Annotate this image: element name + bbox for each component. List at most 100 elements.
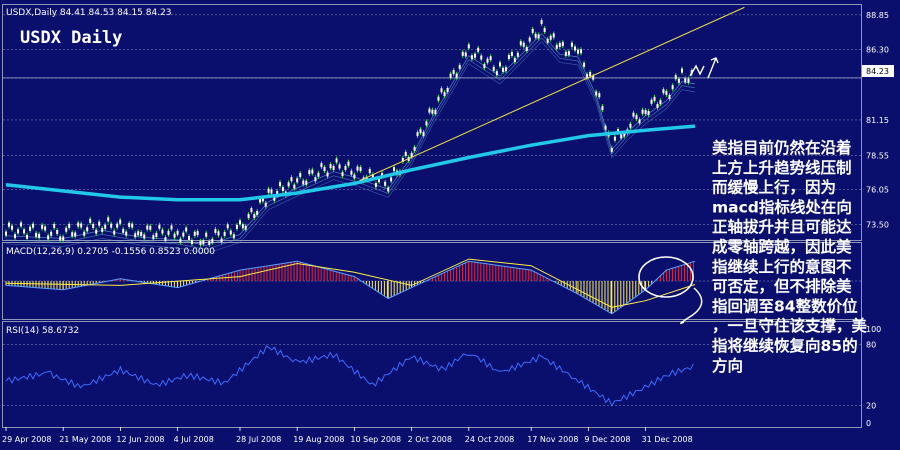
price-bar-body [549,35,552,40]
price-bar-body [467,44,470,49]
price-bar-body [290,177,293,182]
price-bar-body [17,229,20,234]
price-bar-body [47,235,50,240]
price-bar-body [638,119,641,124]
price-bar-body [256,210,259,215]
price-bar-body [653,96,656,101]
price-bar-body [377,178,380,183]
price-bar-body [287,182,290,187]
price-bar-body [480,55,483,60]
current-price-box [862,65,894,77]
price-bar-body [401,157,404,162]
price-bar-body [5,231,7,236]
price-tick-label: 86.30 [866,46,889,55]
price-bar-body [555,44,558,49]
price-bar-body [182,232,185,237]
price-bar-body [501,67,504,72]
price-bar-body [244,225,247,230]
price-bar-body [583,62,586,67]
price-bar-body [492,66,495,71]
price-bar-body [458,64,461,69]
price-bar-body [250,208,253,213]
price-bar-body [11,225,14,230]
price-bar-body [504,67,507,72]
x-tick-label: 4 Jul 2008 [174,435,214,444]
price-bar-body [264,202,267,207]
price-bar-body [281,187,284,192]
price-bar-body [296,178,299,183]
rsi-panel-frame [2,321,862,428]
current-price-label: 84.23 [866,67,889,76]
price-bar-body [470,55,473,60]
price-bar-body [273,196,276,201]
price-bar-body [86,227,89,232]
price-bar-body [650,99,653,104]
price-bar-body [374,183,377,188]
rsi-tick-label: 80 [866,340,876,349]
x-tick-label: 2 Oct 2008 [408,435,452,444]
price-bar-body [311,169,314,174]
price-panel-frame [2,4,862,241]
price-bar-body [326,172,329,177]
price-bar-body [601,106,604,111]
price-bar-body [464,52,467,57]
price-bar-body [320,163,323,168]
price-bar-body [446,88,449,93]
price-bar-body [23,229,26,234]
price-bar-body [20,222,23,227]
price-bar-body [519,41,522,46]
price-bar-body [552,33,555,38]
price-bar-body [681,68,683,73]
price-bar-body [347,161,350,166]
price-bar-body [684,78,687,83]
price-tick-label: 76.05 [866,186,889,195]
price-bar-body [71,232,74,237]
x-tick-label: 21 May 2008 [59,435,111,444]
x-tick-label: 31 Dec 2008 [642,435,693,444]
price-bar-body [125,231,128,236]
price-bar-body [14,234,17,239]
annotation-line: 正轴拔升并且可能达 [712,217,852,236]
rsi-plot [3,344,861,407]
price-bar-body [546,38,549,43]
price-bar-body [193,231,196,236]
price-bar-body [158,224,161,229]
price-bar-body [561,42,564,47]
price-bar-body [687,78,690,83]
price-bar-body [122,228,125,233]
price-bar-body [74,232,77,237]
price-bar-body [35,232,38,237]
price-bar-body [101,227,104,232]
price-bar-body [276,191,279,196]
price-bar-body [199,240,202,245]
price-bar-body [65,227,68,232]
price-tick-label: 73.50 [866,220,889,229]
moving-average-line [5,41,696,254]
price-bar-body [356,166,359,171]
price-bar-body [170,225,173,230]
price-bar-body [371,174,374,179]
price-bar-body [573,46,576,51]
price-bar-body [211,238,214,243]
price-bar-body [217,231,220,236]
price-bar-body [128,222,131,227]
price-bar-body [598,93,601,98]
price-bar-body [314,177,317,182]
price-bar-body [416,132,419,137]
price-bar-body [449,73,452,78]
moving-average-line [5,37,696,250]
price-bar-body [259,198,262,203]
price-bar-body [305,180,308,185]
price-bar-body [253,213,256,218]
price-bar-body [261,197,264,202]
price-bar-body [149,225,152,230]
annotation-line: 可否定，但不排除美 [712,277,852,296]
price-bar-body [440,88,443,93]
price-bar-body [113,230,116,235]
analysis-annotation: 美指目前仍然在沿着上方上升趋势线压制而缓慢上行，因为macd指标线处在向正轴拔升… [712,138,868,375]
price-bar-body [413,146,416,151]
price-bar-body [677,78,680,83]
price-bar-body [489,56,492,61]
price-bar-body [525,47,528,52]
price-bar-body [495,71,498,76]
